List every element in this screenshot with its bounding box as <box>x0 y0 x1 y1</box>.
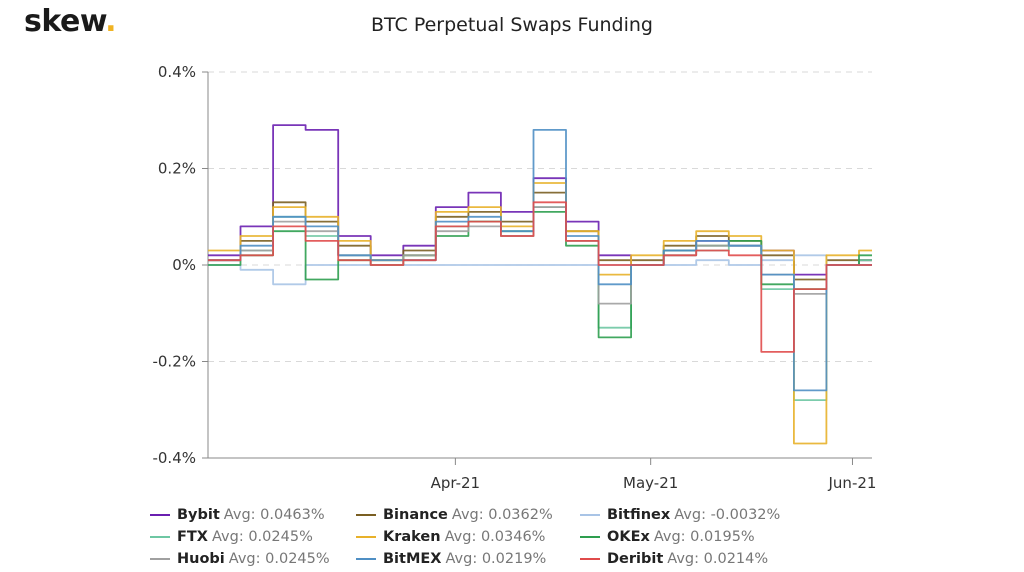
series-line-okex <box>208 211 872 339</box>
series-line-deribit <box>208 201 872 353</box>
legend-series-name: Bitfinex <box>607 507 671 523</box>
legend-swatch <box>150 514 170 516</box>
brand-logo: skew. <box>24 4 117 39</box>
x-tick-label: Jun-21 <box>828 474 877 492</box>
chart-legend: Bybit Avg: 0.0463% Binance Avg: 0.0362% Bitf… <box>150 505 820 569</box>
x-tick-label: Apr-21 <box>431 474 481 492</box>
legend-item-bybit[interactable]: Bybit Avg: 0.0463% <box>150 505 356 525</box>
legend-item-kraken[interactable]: Kraken Avg: 0.0346% <box>356 527 580 547</box>
y-tick-label: -0.4% <box>152 449 196 467</box>
y-tick-label: 0.4% <box>158 63 196 81</box>
x-tick-label: May-21 <box>623 474 678 492</box>
legend-series-avg: Avg: 0.0245% <box>228 551 330 567</box>
legend-swatch <box>356 514 376 516</box>
legend-swatch <box>150 536 170 538</box>
legend-series-name: Deribit <box>607 551 664 567</box>
legend-series-avg: Avg: 0.0346% <box>444 529 546 545</box>
legend-item-huobi[interactable]: Huobi Avg: 0.0245% <box>150 549 356 569</box>
legend-series-name: Bybit <box>177 507 220 523</box>
series-line-bybit <box>208 124 872 276</box>
legend-series-name: OKEx <box>607 529 650 545</box>
legend-swatch <box>580 558 600 560</box>
legend-swatch <box>150 558 170 560</box>
legend-item-bitfinex[interactable]: Bitfinex Avg: -0.0032% <box>580 505 820 525</box>
legend-series-avg: Avg: -0.0032% <box>674 507 781 523</box>
legend-swatch <box>356 536 376 538</box>
y-tick-label: 0% <box>172 256 196 274</box>
legend-series-name: BitMEX <box>383 551 442 567</box>
legend-item-bitmex[interactable]: BitMEX Avg: 0.0219% <box>356 549 580 569</box>
legend-series-name: Binance <box>383 507 448 523</box>
legend-series-avg: Avg: 0.0463% <box>223 507 325 523</box>
y-tick-label: -0.2% <box>152 353 196 371</box>
legend-item-ftx[interactable]: FTX Avg: 0.0245% <box>150 527 356 547</box>
legend-series-name: Huobi <box>177 551 225 567</box>
legend-item-okex[interactable]: OKEx Avg: 0.0195% <box>580 527 820 547</box>
legend-series-name: FTX <box>177 529 208 545</box>
chart-title: BTC Perpetual Swaps Funding <box>371 14 653 36</box>
legend-series-avg: Avg: 0.0245% <box>211 529 313 545</box>
legend-series-avg: Avg: 0.0219% <box>445 551 547 567</box>
legend-series-avg: Avg: 0.0362% <box>451 507 553 523</box>
brand-name: skew <box>24 4 106 39</box>
legend-swatch <box>580 514 600 516</box>
legend-series-avg: Avg: 0.0195% <box>653 529 755 545</box>
legend-item-deribit[interactable]: Deribit Avg: 0.0214% <box>580 549 820 569</box>
legend-item-binance[interactable]: Binance Avg: 0.0362% <box>356 505 580 525</box>
legend-swatch <box>356 558 376 560</box>
legend-series-name: Kraken <box>383 529 441 545</box>
legend-swatch <box>580 536 600 538</box>
legend-series-avg: Avg: 0.0214% <box>667 551 769 567</box>
y-tick-label: 0.2% <box>158 160 196 178</box>
brand-dot: . <box>105 4 117 39</box>
series-line-ftx <box>208 206 872 401</box>
series-line-kraken <box>208 182 872 445</box>
